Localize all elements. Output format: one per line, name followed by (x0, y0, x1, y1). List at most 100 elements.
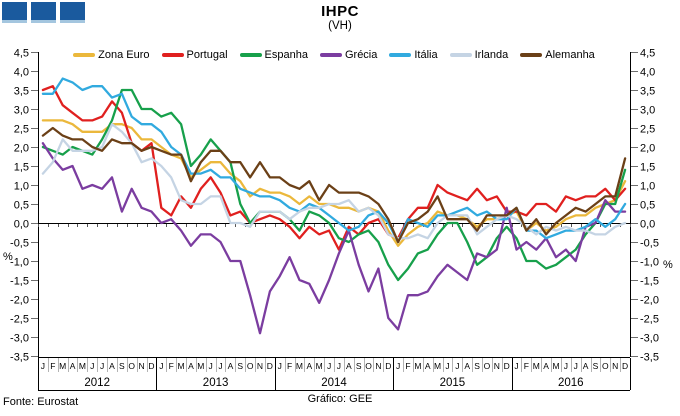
y-tick-label-left: 0,0 (14, 219, 29, 231)
y-tick-label-left: -0,5 (10, 238, 29, 250)
year-label: 2013 (203, 377, 229, 389)
month-label: J (100, 361, 104, 371)
y-tick-label-left: 4,5 (14, 48, 29, 60)
month-label: F (405, 361, 410, 371)
legend-label: Espanha (264, 49, 308, 61)
chart-subtitle: (VH) (328, 20, 352, 33)
month-label: O (128, 361, 135, 371)
legend-item-italia: Itália (389, 49, 438, 61)
y-tick-label-left: -2,5 (10, 314, 29, 326)
month-label: D (385, 361, 391, 371)
legend-swatch-icon (449, 53, 472, 57)
month-label: A (543, 361, 549, 371)
month-label: F (287, 361, 292, 371)
month-label: J (209, 361, 213, 371)
month-label: M (316, 361, 323, 371)
year-label: 2016 (558, 377, 584, 389)
month-label: S (119, 361, 125, 371)
month-label: J (564, 361, 568, 371)
y-tick-label-right: -2,0 (640, 295, 659, 307)
y-tick-label-right: 2,0 (640, 143, 655, 155)
month-label: M (296, 361, 303, 371)
month-label: J (159, 361, 163, 371)
logo-square-icon (2, 2, 27, 23)
legend-item-alemanha: Alemanha (520, 49, 595, 61)
month-label: A (583, 361, 589, 371)
y-tick-label-right: -0,5 (640, 238, 659, 250)
month-label: A (70, 361, 76, 371)
legend-item-portugal: Portugal (161, 49, 228, 61)
month-label: J (514, 361, 518, 371)
y-tick-label-left: 1,0 (14, 181, 29, 193)
y-tick-label-right: 2,5 (640, 124, 655, 136)
y-tick-label-left: 2,0 (14, 143, 29, 155)
y-unit-left: % (3, 251, 13, 263)
month-label: M (414, 361, 421, 371)
logo (2, 2, 85, 23)
chart-legend: Zona Euro Portugal Espanha Grécia Itália Irla… (38, 49, 630, 61)
y-tick-label-right: 0,0 (640, 219, 655, 231)
footer-source: Fonte: Eurostat (3, 396, 79, 408)
y-tick-label-left: -3,5 (10, 352, 29, 364)
month-label: J (90, 361, 94, 371)
y-tick-label-right: 3,0 (640, 105, 655, 117)
series-line-espanha (41, 88, 627, 282)
y-tick-label-right: -2,5 (640, 314, 659, 326)
y-tick-label-right: 1,5 (640, 162, 655, 174)
legend-label: Zona Euro (98, 49, 150, 61)
month-label: N (494, 361, 500, 371)
legend-swatch-icon (520, 53, 543, 57)
legend-label: Grécia (344, 49, 378, 61)
month-label: D (622, 361, 628, 371)
y-tick-label-right: -3,5 (640, 352, 659, 364)
month-label: J (278, 361, 282, 371)
y-tick-label-left: -2,0 (10, 295, 29, 307)
month-label: M (59, 361, 66, 371)
legend-label: Portugal (186, 49, 228, 61)
legend-label: Alemanha (545, 49, 595, 61)
month-label: M (178, 361, 185, 371)
month-label: A (306, 361, 312, 371)
y-tick-label-right: -1,0 (640, 257, 659, 269)
y-tick-label-left: -1,5 (10, 276, 29, 288)
month-label: D (267, 361, 273, 371)
y-tick-label-left: 1,5 (14, 162, 29, 174)
legend-swatch-icon (73, 53, 96, 57)
legend-swatch-icon (389, 53, 412, 57)
month-label: J (337, 361, 341, 371)
month-label: N (257, 361, 263, 371)
month-label: M (434, 361, 441, 371)
month-label: M (533, 361, 540, 371)
y-unit-right: % (663, 259, 673, 271)
month-label: A (109, 361, 115, 371)
chart-title: IHPC (321, 3, 359, 20)
month-label: A (464, 361, 470, 371)
month-label: F (524, 361, 529, 371)
y-tick-label-right: 4,0 (640, 67, 655, 79)
y-tick-label-right: 0,5 (640, 200, 655, 212)
y-tick-label-left: 3,5 (14, 86, 29, 98)
legend-swatch-icon (161, 53, 184, 57)
y-tick-label-right: 4,5 (640, 48, 655, 60)
y-tick-label-left: 4,0 (14, 67, 29, 79)
y-tick-label-right: -3,0 (640, 333, 659, 345)
month-label: J (445, 361, 449, 371)
y-tick-label-left: 2,5 (14, 124, 29, 136)
legend-item-grecia: Grécia (319, 49, 378, 61)
series-line-grecia (41, 142, 627, 335)
month-label: N (139, 361, 145, 371)
year-label: 2012 (84, 377, 110, 389)
y-tick-label-right: 1,0 (640, 181, 655, 193)
month-label: J (455, 361, 459, 371)
month-label: O (484, 361, 491, 371)
month-label: M (197, 361, 204, 371)
month-label: S (237, 361, 243, 371)
month-label: J (41, 361, 45, 371)
month-label: A (228, 361, 234, 371)
month-label: M (552, 361, 559, 371)
legend-item-zona-euro: Zona Euro (73, 49, 150, 61)
month-label: J (574, 361, 578, 371)
footer-credit: Gráfico: GEE (307, 393, 373, 405)
